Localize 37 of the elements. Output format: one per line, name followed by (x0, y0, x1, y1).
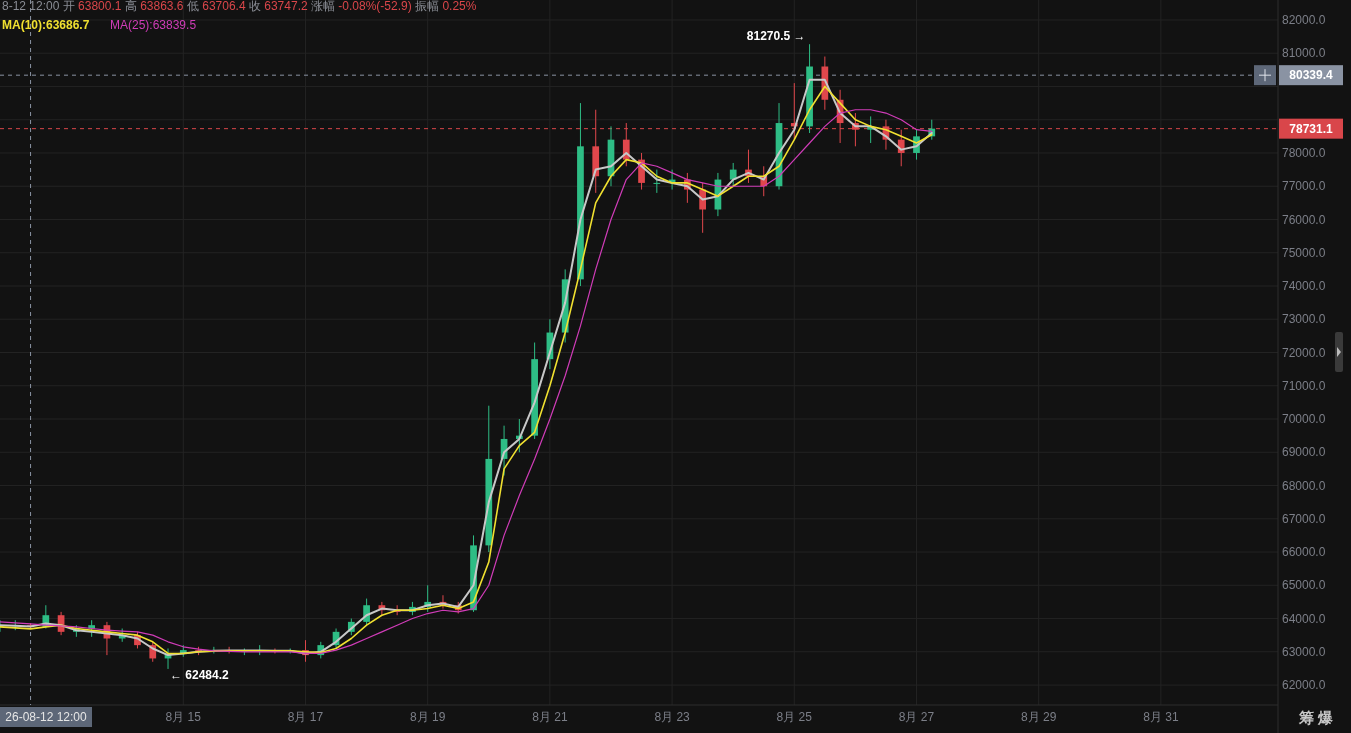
y-tick-label: 63000.0 (1282, 644, 1326, 659)
x-tick-label: 8月 17 (287, 710, 324, 724)
x-tick-label: 8月 25 (776, 710, 813, 724)
y-tick-label: 78000.0 (1282, 146, 1326, 161)
y-tick-label: 81000.0 (1282, 46, 1326, 61)
ref-line-label: 26-08-12 12:00 (5, 710, 88, 724)
y-tick-label: 82000.0 (1282, 13, 1326, 28)
y-tick-label: 65000.0 (1282, 578, 1326, 593)
y-tick-label: 68000.0 (1282, 478, 1326, 493)
y-tick-label: 74000.0 (1282, 279, 1326, 294)
annotation: 81270.5 → (746, 29, 806, 44)
y-tick-label: 71000.0 (1282, 378, 1326, 393)
y-tick-label: 69000.0 (1282, 445, 1326, 460)
x-tick-label: 8月 31 (1143, 710, 1179, 724)
y-tick-label: 62000.0 (1282, 678, 1326, 693)
x-tick-label: 8月 23 (654, 710, 691, 724)
text: MA(25):63839.5 (110, 18, 197, 32)
y-tick-label: 75000.0 (1282, 245, 1326, 260)
y-tick-label: 77000.0 (1282, 179, 1326, 194)
text: 8-12 12:00 开 63800.1 高 63863.6 低 63706.4 收 63747.2 涨幅 -0.08%(-52.9) 振幅 0.25% (2, 0, 477, 13)
y-tick-label: 66000.0 (1282, 545, 1326, 560)
text: MA(10):63686.7 (2, 18, 90, 32)
ref-line-label: 78731.1 (1289, 121, 1334, 136)
y-tick-label: 64000.0 (1282, 611, 1326, 626)
y-tick-label: 70000.0 (1282, 412, 1326, 427)
y-tick-label: 73000.0 (1282, 312, 1326, 327)
y-tick-label: 76000.0 (1282, 212, 1326, 227)
y-tick-label: 67000.0 (1282, 511, 1326, 526)
x-tick-label: 8月 19 (410, 710, 446, 724)
x-tick-label: 8月 27 (898, 710, 935, 724)
text: 筹 爆 (1297, 709, 1335, 726)
x-tick-label: 8月 21 (532, 710, 568, 724)
x-tick-label: 8月 29 (1021, 710, 1057, 724)
ref-line-label: 80339.4 (1289, 68, 1334, 83)
x-tick-label: 8月 15 (165, 710, 202, 724)
annotation: ← 62484.2 (170, 668, 230, 683)
y-tick-label: 72000.0 (1282, 345, 1326, 360)
